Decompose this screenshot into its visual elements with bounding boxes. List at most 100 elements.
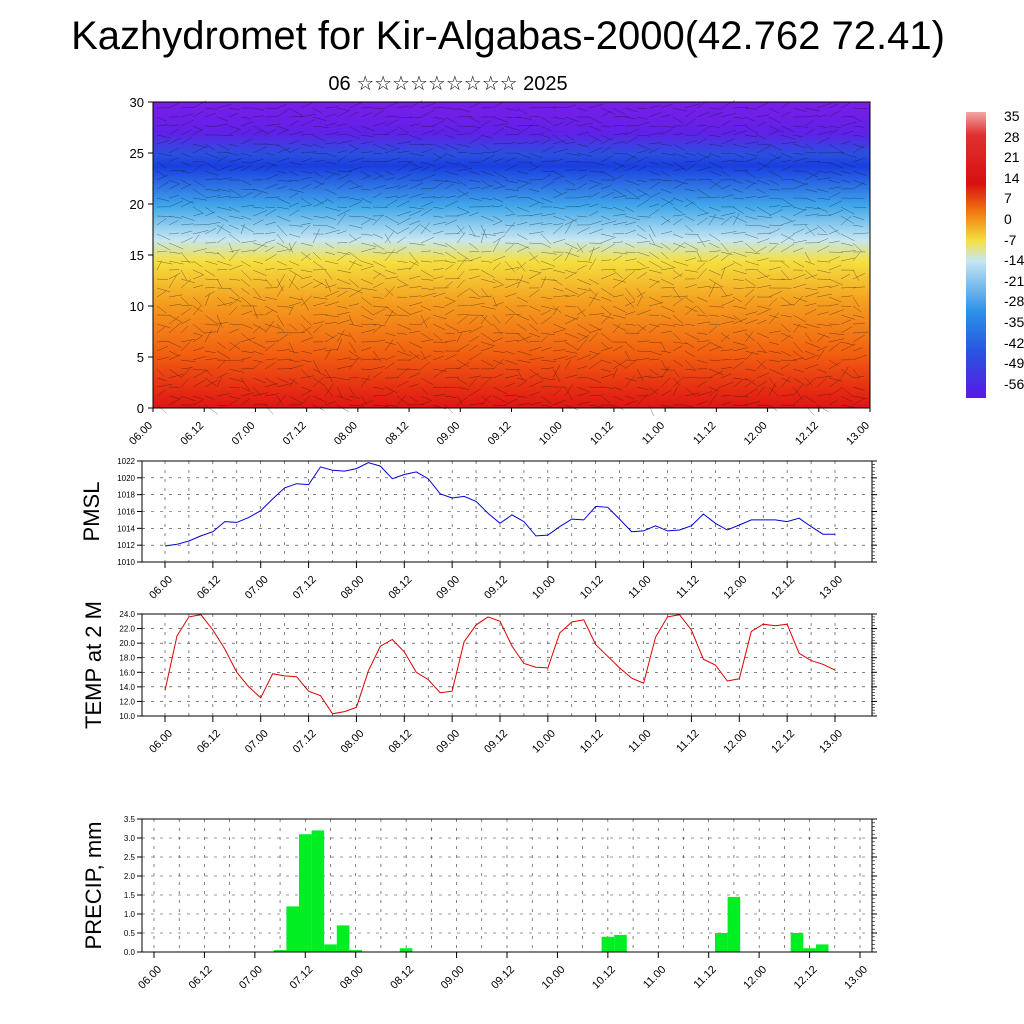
wind-barb (552, 158, 564, 163)
wind-barb (636, 150, 648, 154)
wind-barb (732, 278, 744, 282)
wind-barb (672, 218, 683, 226)
wind-barb (348, 111, 359, 118)
wind-barb (732, 161, 745, 163)
wind-barb (444, 323, 459, 332)
wind-barb (372, 251, 387, 254)
wind-barb (156, 305, 167, 314)
wind-barb (180, 307, 192, 316)
xtick-label: 06.12 (187, 964, 215, 992)
xtick-label: 09.12 (489, 964, 517, 992)
xtick-label: 09.00 (439, 964, 467, 992)
wind-barb (660, 179, 673, 182)
wind-barb (720, 252, 732, 262)
wind-barb (432, 305, 445, 308)
wind-barb (252, 146, 267, 154)
wind-barb (660, 404, 676, 409)
wind-barb (828, 192, 841, 199)
xtick-label: 08.00 (339, 728, 367, 756)
wind-barb (180, 279, 192, 289)
wind-barb (192, 163, 205, 172)
wind-barb (384, 251, 399, 254)
wind-barb (504, 157, 517, 163)
wind-barb (468, 335, 480, 343)
wind-barb (780, 233, 795, 241)
wind-barb (300, 197, 312, 205)
wind-barb (228, 323, 241, 325)
wind-barb (444, 195, 456, 199)
heatmap-ytick-label: 30 (130, 95, 144, 110)
wind-barb (756, 224, 770, 228)
wind-barb (420, 339, 433, 343)
wind-barb (492, 179, 504, 187)
wind-barb (732, 377, 749, 381)
wind-barb (492, 262, 501, 271)
wind-barb (324, 382, 334, 397)
wind-barb (852, 134, 864, 137)
wind-barb (456, 179, 467, 187)
wind-barb (516, 350, 533, 356)
wind-barb (432, 221, 447, 226)
wind-barb (288, 120, 300, 127)
wind-barb (432, 350, 444, 353)
wind-barb (216, 341, 227, 349)
wind-barb (840, 102, 851, 109)
wind-barb (744, 260, 760, 266)
wind-barb (660, 295, 673, 298)
wind-barb (288, 278, 300, 291)
wind-barb (852, 397, 865, 406)
wind-barb (600, 236, 616, 244)
wind-barb (708, 392, 718, 406)
wind-barb (312, 368, 327, 377)
wind-barb (792, 357, 804, 361)
wind-barb (768, 209, 783, 217)
wind-barb (480, 224, 488, 239)
wind-barb (216, 116, 228, 121)
wind-barb (468, 170, 481, 175)
wind-barb (360, 125, 375, 132)
wind-barb (480, 215, 494, 222)
wind-barb (828, 303, 839, 307)
wind-barb (420, 129, 435, 136)
wind-barb (684, 257, 696, 262)
wind-barb (408, 354, 420, 361)
wind-barb (456, 107, 471, 113)
wind-barb (552, 278, 563, 286)
wind-barb (168, 124, 180, 127)
wind-barb (444, 219, 458, 226)
wind-barb (600, 373, 615, 379)
wind-barb (528, 106, 542, 109)
wind-barb (156, 233, 171, 241)
wind-barb (828, 332, 845, 336)
wind-barb (648, 280, 660, 289)
wind-barb (816, 177, 831, 181)
precip-bar (349, 950, 362, 952)
xtick-label: 07.00 (243, 728, 271, 756)
wind-barb (552, 170, 565, 178)
wind-barb (564, 355, 577, 361)
wind-barb (204, 260, 218, 265)
wind-barb (792, 152, 805, 155)
wind-barb (816, 161, 833, 164)
wind-barb (444, 134, 455, 139)
wind-barb (408, 395, 418, 402)
wind-barb (492, 278, 503, 285)
wind-barb (660, 260, 676, 269)
wind-barb (348, 101, 364, 109)
wind-barb (696, 391, 712, 397)
wind-barb (840, 368, 854, 379)
wind-barb (696, 212, 710, 217)
wind-barb (168, 102, 180, 109)
wind-barb (528, 323, 539, 332)
wind-barb (624, 301, 636, 307)
wind-barb (732, 269, 747, 275)
wind-barb (540, 106, 557, 109)
wind-barb (312, 348, 327, 352)
wind-barb (564, 359, 572, 370)
wind-barb (756, 121, 767, 127)
xtick-label: 06.00 (147, 574, 175, 602)
wind-barb (684, 118, 696, 127)
wind-barb (192, 230, 209, 235)
grid (142, 460, 872, 563)
wind-barb (828, 129, 838, 136)
